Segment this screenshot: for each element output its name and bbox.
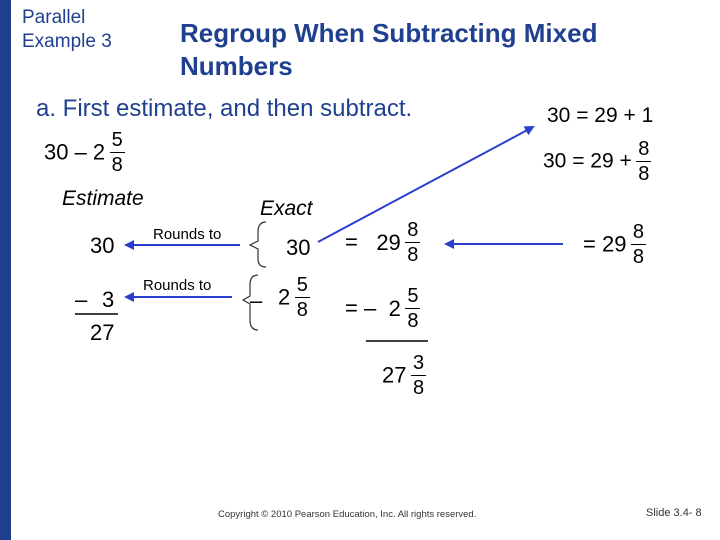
work-eq2-numerator: 5 [407, 285, 419, 307]
problem-fraction: 5 8 [109, 128, 125, 177]
exact-sub-fraction: 5 8 [294, 273, 310, 322]
rounds-to-label-1: Rounds to [153, 226, 222, 243]
work-result-numerator: 3 [412, 352, 425, 374]
right-eq-whole: = 29 [583, 231, 627, 257]
copyright-notice: Copyright © 2010 Pearson Education, Inc.… [218, 509, 477, 520]
work-eq1-whole: 29 [376, 229, 401, 255]
estimate-top: 30 [90, 233, 115, 258]
exact-sub-whole: 2 [278, 284, 291, 310]
work-eq2: = – 2 5 8 [345, 284, 421, 333]
right-eq-denominator: 8 [630, 244, 647, 268]
left-accent-bar [0, 0, 11, 540]
slide-title: Regroup When Subtracting Mixed Numbers [180, 17, 597, 83]
estimate-result: 27 [90, 320, 115, 345]
work-eq1-fraction: 8 8 [405, 218, 421, 267]
instruction-text: a. First estimate, and then subtract. [36, 95, 413, 122]
exact-minus: – [250, 288, 263, 313]
work-eq2-whole: 2 [388, 295, 401, 321]
work-eq1: = 29 8 8 [345, 218, 421, 267]
work-eq1-sign: = [345, 229, 358, 255]
problem-numerator: 5 [111, 129, 123, 151]
exact-heading: Exact [260, 197, 313, 220]
estimate-heading: Estimate [62, 187, 144, 210]
exact-sub-denominator: 8 [294, 297, 310, 321]
work-result-whole: 27 [382, 362, 407, 388]
problem-denominator: 8 [109, 152, 125, 176]
work-eq1-numerator: 8 [407, 219, 419, 241]
exact-top: 30 [286, 235, 311, 260]
work-result-fraction: 3 8 [410, 351, 427, 400]
right-equation: = 29 8 8 [583, 220, 647, 269]
work-eq1-denominator: 8 [405, 242, 421, 266]
right-eq-fraction: 8 8 [630, 220, 647, 269]
problem-whole: 30 – 2 [44, 139, 106, 165]
slide-title-line1: Regroup When Subtracting Mixed [180, 18, 598, 48]
brace-top-icon [248, 221, 267, 268]
slide-title-line2: Numbers [180, 51, 293, 81]
problem-expression: 30 – 2 5 8 [44, 128, 125, 177]
exact-subtrahend: 2 5 8 [278, 273, 310, 322]
right-eq-numerator: 8 [632, 221, 645, 243]
example-tag-line1: Parallel [22, 7, 86, 28]
exact-sub-numerator: 5 [296, 274, 308, 296]
regroup-line2-denominator: 8 [636, 161, 652, 185]
example-tag-line2: Example 3 [22, 31, 112, 52]
work-eq2-sign: = – [345, 295, 377, 321]
example-tag: Parallel Example 3 [22, 6, 112, 54]
regroup-line-2: 30 = 29 + 8 8 [543, 137, 652, 186]
work-result: 27 3 8 [382, 351, 427, 400]
rounds-to-label-2: Rounds to [143, 277, 212, 294]
slide-number: Slide 3.4- 8 [646, 507, 702, 519]
work-result-denominator: 8 [410, 375, 427, 399]
regroup-line-1: 30 = 29 + 1 [547, 104, 654, 127]
estimate-subtrahend: 3 [102, 287, 115, 312]
work-eq2-denominator: 8 [405, 308, 421, 332]
regroup-line2-numerator: 8 [638, 138, 650, 160]
regroup-line2-fraction: 8 8 [636, 137, 652, 186]
estimate-minus: – [75, 287, 88, 312]
work-eq2-fraction: 5 8 [405, 284, 421, 333]
regroup-line2-prefix: 30 = 29 + [543, 149, 632, 173]
